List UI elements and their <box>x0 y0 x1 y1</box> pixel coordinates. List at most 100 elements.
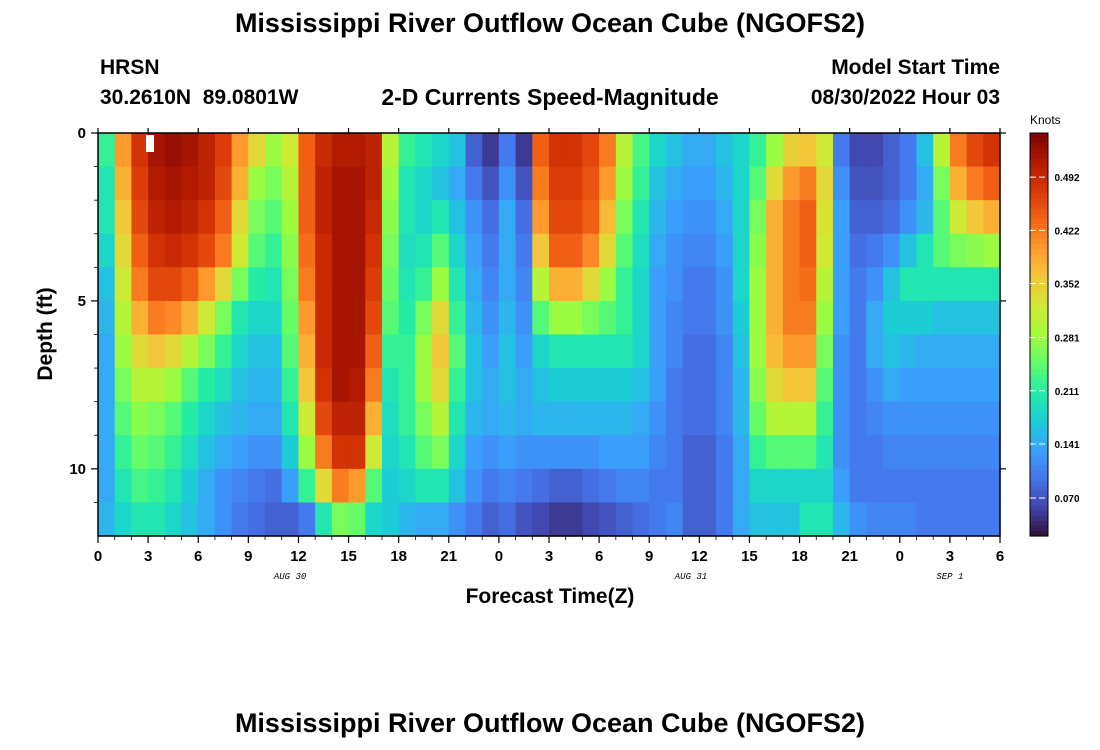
heatmap-cell <box>348 368 366 403</box>
heatmap-cell <box>298 502 316 537</box>
colorbar-segment <box>1030 359 1048 366</box>
heatmap-cell <box>482 468 500 504</box>
colorbar-segment <box>1030 299 1048 305</box>
heatmap-cell <box>565 300 583 336</box>
heatmap-cell <box>682 435 700 470</box>
heatmap-cell <box>883 267 901 302</box>
colorbar-segment <box>1030 339 1048 346</box>
heatmap-cell <box>315 133 333 168</box>
heatmap-cell <box>749 334 767 369</box>
heatmap-cell <box>398 368 416 403</box>
heatmap-cell <box>615 435 634 470</box>
heatmap-cell <box>315 300 333 336</box>
x-tick-label: 15 <box>340 548 357 565</box>
heatmap-cell <box>549 133 567 168</box>
heatmap-cell <box>198 401 216 436</box>
heatmap-cell <box>883 468 901 504</box>
colorbar-segment <box>1030 384 1048 391</box>
heatmap-cell <box>98 166 116 201</box>
heatmap-cell <box>532 368 550 403</box>
heatmap-cell <box>599 435 617 470</box>
heatmap-cell <box>448 200 467 235</box>
heatmap-cell <box>549 368 567 403</box>
heatmap-cell <box>181 166 199 201</box>
heatmap-cell <box>465 233 483 268</box>
heatmap-cell <box>315 368 333 403</box>
heatmap-cell <box>198 300 216 336</box>
heatmap-cell <box>265 133 283 168</box>
heatmap-cell <box>465 468 483 504</box>
heatmap-cell <box>732 368 751 403</box>
x-tick-label: 6 <box>996 548 1004 565</box>
heatmap-cell <box>832 133 851 168</box>
heatmap-cell <box>883 166 901 201</box>
colorbar-frame <box>1029 132 1049 537</box>
colorbar-segment <box>1030 193 1048 200</box>
heatmap-cell <box>98 233 116 268</box>
heatmap-cell <box>498 435 517 470</box>
colorbar-segment <box>1030 505 1048 512</box>
heatmap-cell <box>582 435 600 470</box>
heatmap-cell <box>749 468 767 504</box>
heatmap-cell <box>265 502 283 537</box>
heatmap-cell <box>766 267 784 302</box>
heatmap-cell <box>699 166 717 201</box>
heatmap-cell <box>949 502 968 537</box>
heatmap-cell <box>465 200 483 235</box>
heatmap-cell <box>281 166 300 201</box>
heatmap-cell <box>916 334 934 369</box>
heatmap-cell <box>131 334 149 369</box>
heatmap-cell <box>615 133 634 168</box>
heatmap-cell <box>331 435 350 470</box>
heatmap-cell <box>883 368 901 403</box>
heatmap-cell <box>599 334 617 369</box>
heatmap-cell <box>498 468 517 504</box>
heatmap-cell <box>365 133 383 168</box>
colorbar-segment <box>1030 269 1048 275</box>
heatmap-cell <box>148 267 166 302</box>
heatmap-cell <box>966 133 984 168</box>
heatmap-cell <box>148 435 166 470</box>
heatmap-cell <box>949 334 968 369</box>
heatmap-cell <box>682 368 700 403</box>
heatmap-cell <box>398 334 416 369</box>
heatmap-cell <box>749 368 767 403</box>
heatmap-cell <box>498 267 517 302</box>
heatmap-cell <box>949 233 968 268</box>
colorbar-segment <box>1030 173 1048 179</box>
heatmap-cell <box>198 435 216 470</box>
heatmap-cell <box>365 368 383 403</box>
heatmap-cell <box>381 233 400 268</box>
heatmap-cell <box>231 468 249 504</box>
heatmap-cell <box>549 300 567 336</box>
heatmap-cell <box>716 502 734 537</box>
heatmap-cell <box>348 200 366 235</box>
heatmap-cell <box>983 267 1001 302</box>
heatmap-cell <box>98 300 116 336</box>
heatmap-cell <box>381 368 400 403</box>
heatmap-cell <box>98 502 116 537</box>
heatmap-cell <box>214 368 233 403</box>
heatmap-cell <box>515 334 533 369</box>
heatmap-cell <box>682 401 700 436</box>
heatmap-cell <box>866 300 884 336</box>
heatmap-cell <box>298 200 316 235</box>
heatmap-cell <box>649 233 667 268</box>
heatmap-cell <box>849 166 867 201</box>
colorbar-segment <box>1030 188 1048 195</box>
colorbar-tick-label: 0.070 <box>1054 494 1079 505</box>
heatmap-cell <box>164 502 183 537</box>
x-axis-label: Forecast Time(Z) <box>465 585 635 608</box>
heatmap-cell <box>699 233 717 268</box>
colorbar-segment <box>1030 420 1048 426</box>
colorbar-segment <box>1030 208 1048 215</box>
heatmap-cell <box>265 267 283 302</box>
heatmap-cell <box>582 200 600 235</box>
heatmap-cell <box>148 468 166 504</box>
colorbar-segment <box>1030 329 1048 336</box>
heatmap-cell <box>949 267 968 302</box>
heatmap-cell <box>131 133 149 168</box>
colorbar-segment <box>1030 410 1048 416</box>
heatmap-cell <box>482 200 500 235</box>
colorbar-segment <box>1030 133 1048 139</box>
